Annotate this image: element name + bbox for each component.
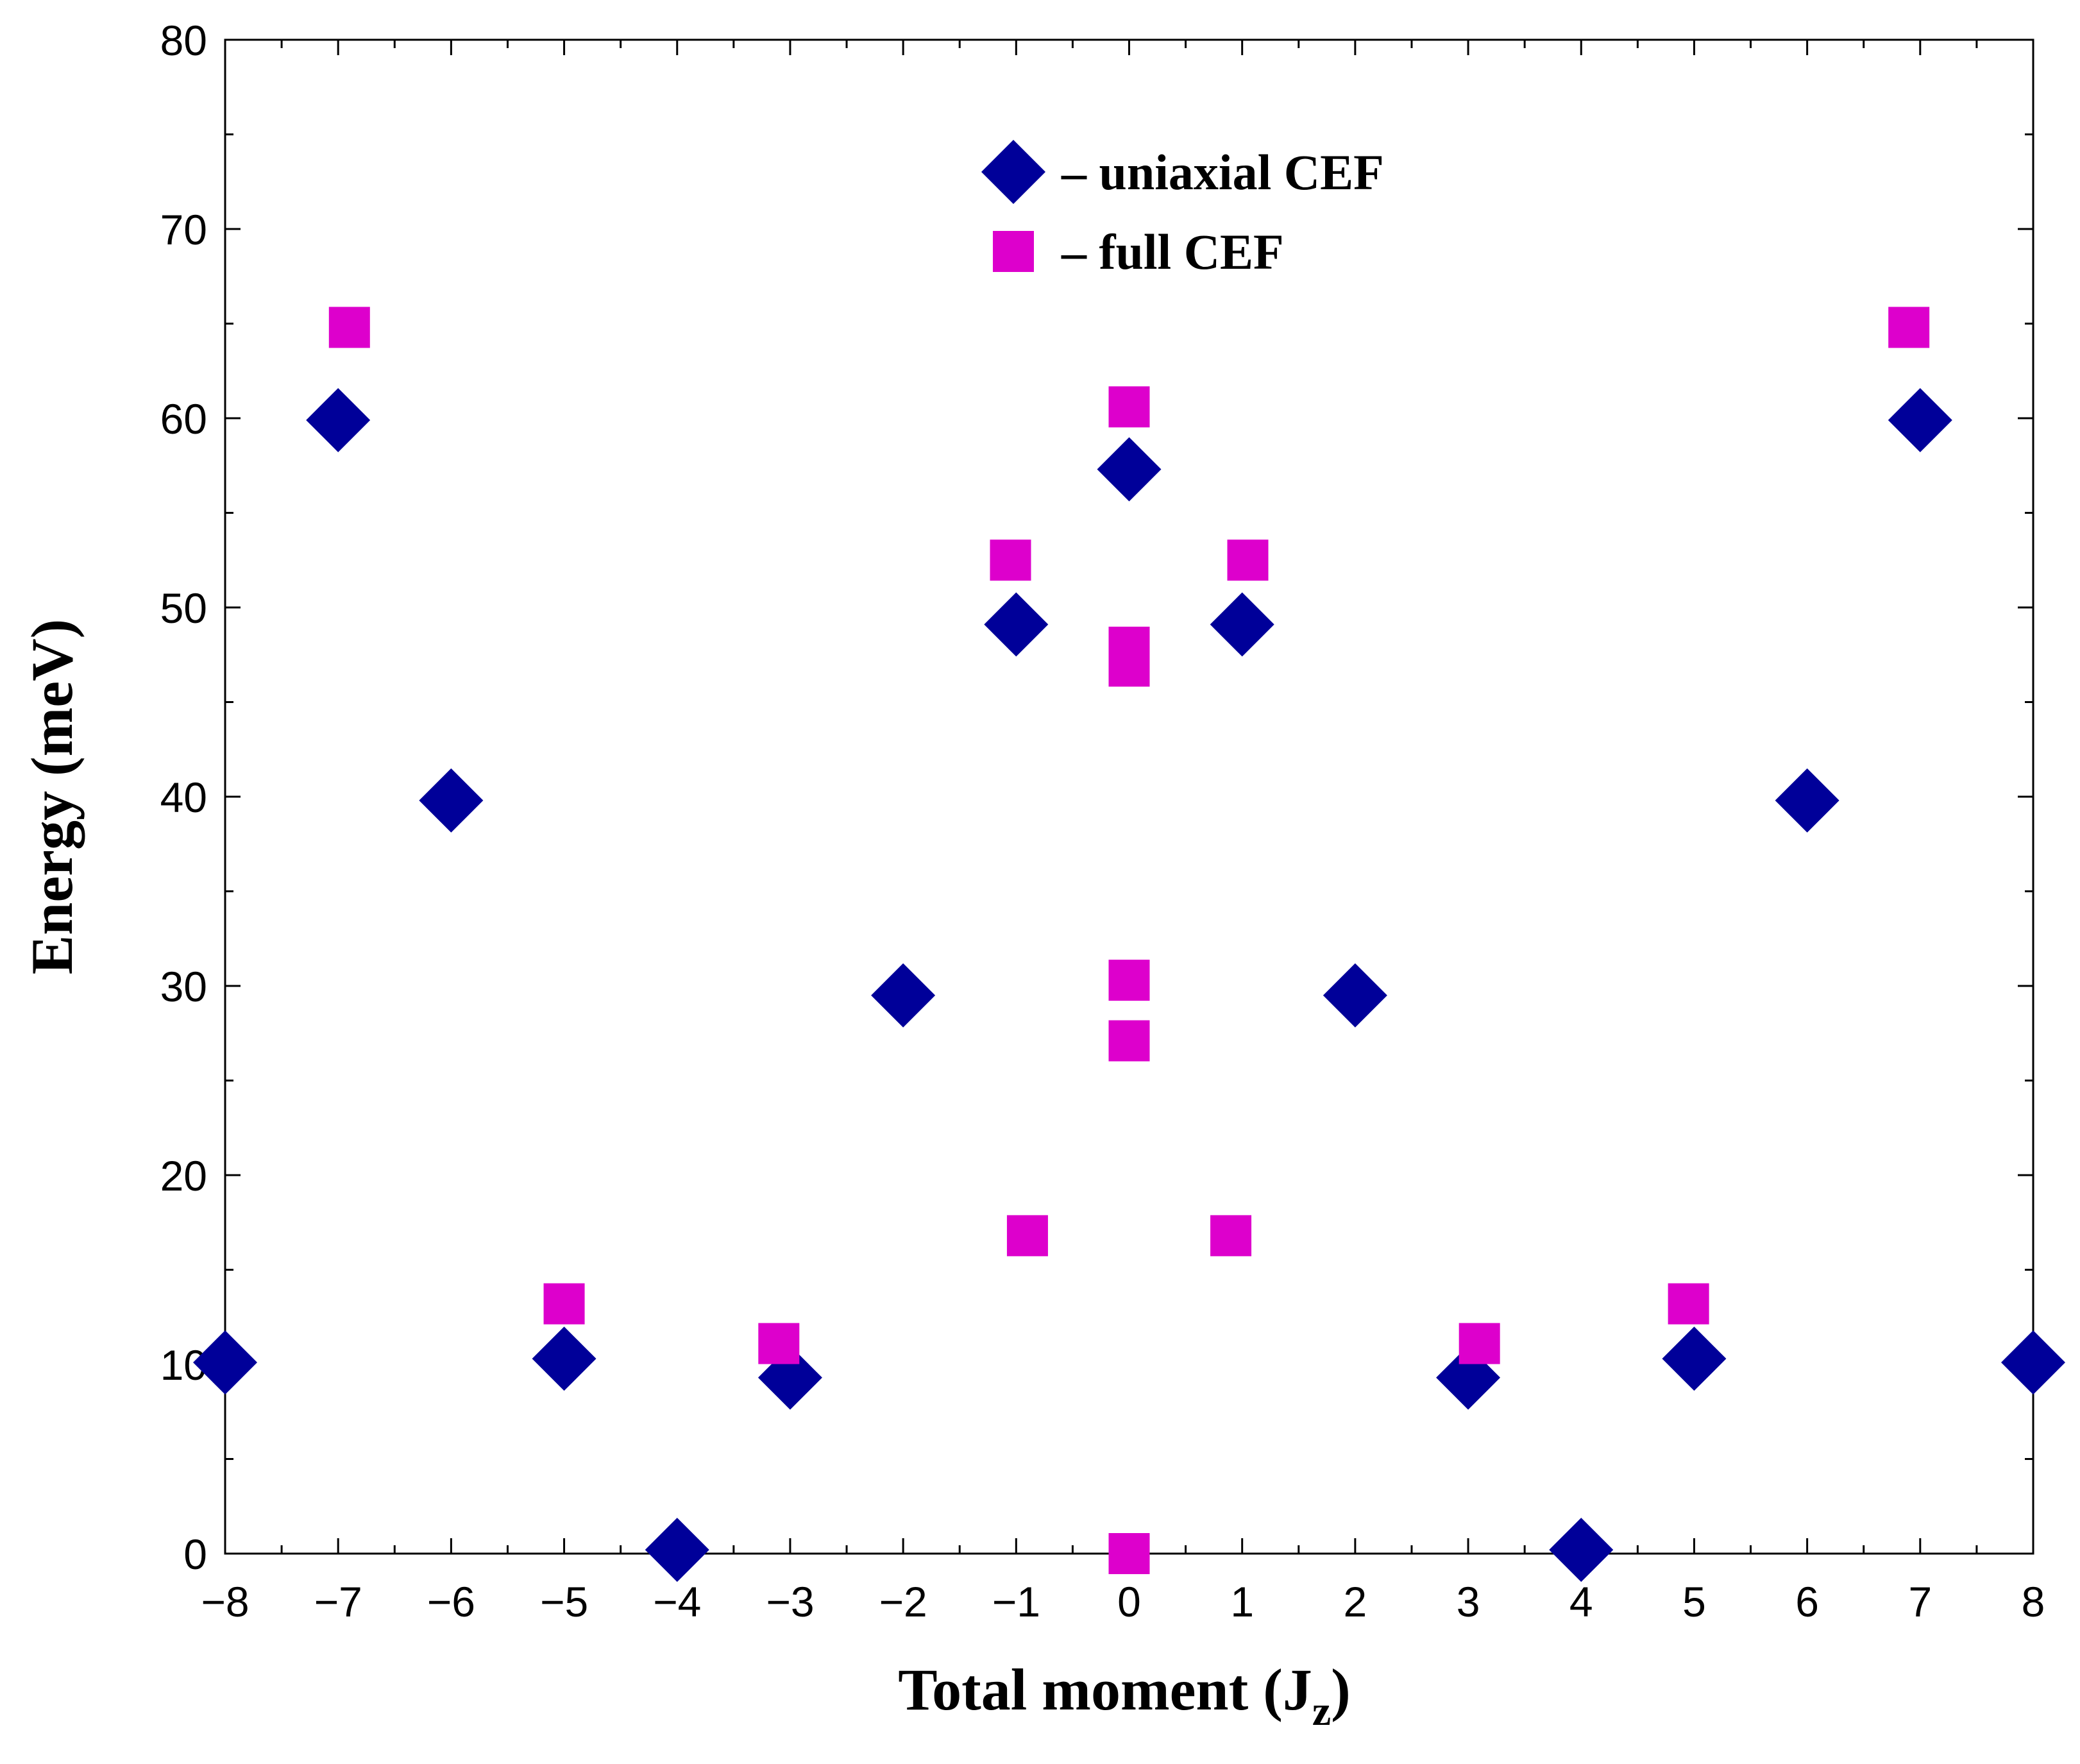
uniaxial-cef-point xyxy=(1097,437,1162,502)
uniaxial-cef-point xyxy=(1323,963,1387,1028)
x-tick-label: −5 xyxy=(540,1578,588,1625)
y-tick-label: 80 xyxy=(160,17,207,64)
full-cef-point xyxy=(1210,1215,1252,1257)
full-cef-point xyxy=(1006,1215,1048,1257)
full-cef-point xyxy=(1459,1323,1500,1364)
x-tick-label: 8 xyxy=(2022,1578,2045,1625)
x-tick-labels: −8 −7 −6 −5 −4 −3 −2 −1 0 1 2 3 4 5 6 7 8 xyxy=(201,1578,2045,1625)
full-cef-point xyxy=(328,307,370,348)
full-cef-point xyxy=(1108,1020,1150,1062)
x-tick-label: −7 xyxy=(314,1578,362,1625)
x-tick-label: 3 xyxy=(1457,1578,1480,1625)
uniaxial-cef-point xyxy=(2001,1330,2065,1395)
uniaxial-cef-point xyxy=(645,1518,709,1582)
uniaxial-cef-point xyxy=(1662,1327,1727,1391)
uniaxial-cef-point xyxy=(1549,1518,1614,1582)
full-cef-point xyxy=(758,1323,800,1364)
full-cef-point xyxy=(1108,645,1150,687)
x-axis-title: Total moment (Jz) xyxy=(898,1657,1351,1734)
x-axis-title-subscript: z xyxy=(1312,1688,1331,1734)
y-axis-title: Energy (meV) xyxy=(19,619,85,974)
uniaxial-cef-point xyxy=(1775,768,1839,833)
y-tick-label: 70 xyxy=(160,206,207,253)
uniaxial-cef-point xyxy=(419,768,484,833)
full-cef-point xyxy=(1108,1533,1150,1574)
legend-uniaxial-marker xyxy=(981,140,1045,204)
x-tick-label: 2 xyxy=(1344,1578,1367,1625)
y-tick-label: 20 xyxy=(160,1152,207,1200)
x-tick-label: 5 xyxy=(1682,1578,1706,1625)
x-tick-label: 0 xyxy=(1117,1578,1141,1625)
x-tick-label: −4 xyxy=(653,1578,701,1625)
y-tick-label: 30 xyxy=(160,963,207,1010)
legend: – uniaxial CEF – full CEF xyxy=(981,140,1384,280)
y-tick-label: 0 xyxy=(183,1531,207,1578)
uniaxial-cef-point xyxy=(1888,387,1952,452)
full-cef-point xyxy=(1668,1283,1709,1325)
x-tick-label: −6 xyxy=(427,1578,475,1625)
uniaxial-cef-point xyxy=(193,1330,257,1395)
x-tick-label: 4 xyxy=(1569,1578,1593,1625)
uniaxial-cef-point xyxy=(871,963,936,1028)
full-cef-point xyxy=(1888,307,1930,348)
x-tick-label: −2 xyxy=(879,1578,927,1625)
uniaxial-cef-point xyxy=(306,387,371,452)
y-tick-label: 50 xyxy=(160,584,207,632)
x-tick-label: 7 xyxy=(1908,1578,1932,1625)
x-tick-label: 6 xyxy=(1795,1578,1819,1625)
x-tick-label: −3 xyxy=(766,1578,814,1625)
uniaxial-cef-point xyxy=(984,592,1049,657)
legend-uniaxial-label: – uniaxial CEF xyxy=(1061,144,1384,200)
uniaxial-cef-point xyxy=(532,1327,596,1391)
data-markers xyxy=(193,307,2065,1582)
y-tick-label: 40 xyxy=(160,774,207,821)
axis-ticks xyxy=(224,38,2034,1555)
x-tick-label: −1 xyxy=(992,1578,1040,1625)
full-cef-point xyxy=(990,539,1031,581)
y-tick-label: 60 xyxy=(160,395,207,443)
legend-full-marker xyxy=(993,231,1034,272)
full-cef-point xyxy=(543,1283,585,1325)
x-tick-label: 1 xyxy=(1230,1578,1254,1625)
full-cef-point xyxy=(1108,386,1150,428)
full-cef-point xyxy=(1227,539,1269,581)
x-axis-title-close: ) xyxy=(1331,1657,1351,1722)
legend-full-label: – full CEF xyxy=(1061,224,1284,280)
full-cef-point xyxy=(1108,960,1150,1001)
x-tick-label: −8 xyxy=(201,1578,249,1625)
uniaxial-cef-point xyxy=(1210,592,1274,657)
